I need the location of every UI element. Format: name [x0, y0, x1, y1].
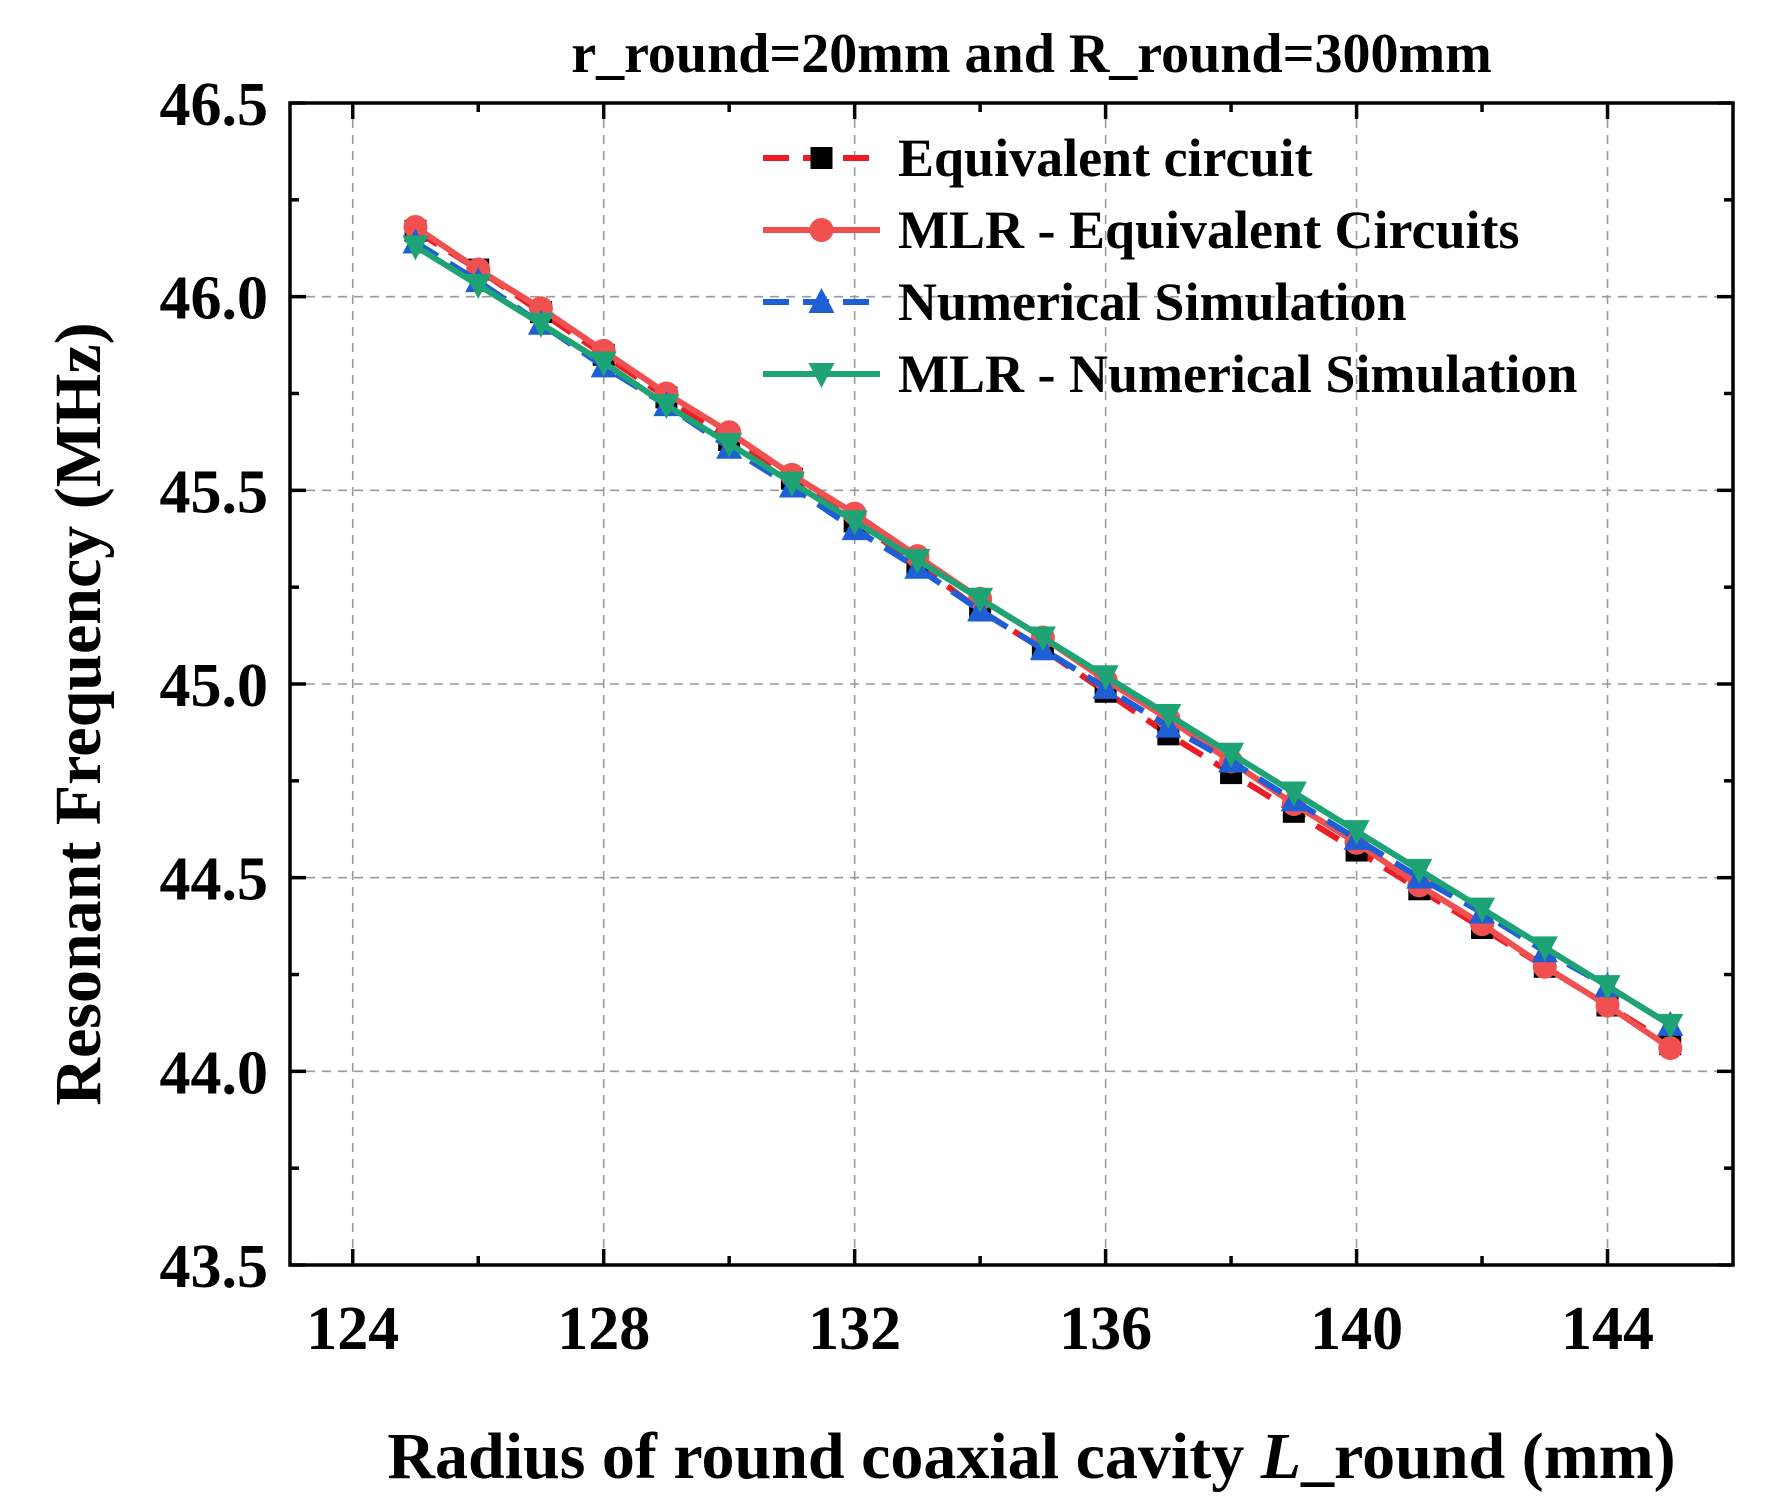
data-point	[527, 312, 554, 338]
data-point	[465, 274, 492, 300]
data-point	[1280, 781, 1307, 807]
x-tick-label: 132	[808, 1295, 901, 1363]
x-tick-label: 124	[306, 1295, 399, 1363]
data-point	[1155, 703, 1182, 729]
data-point	[967, 587, 994, 613]
data-point	[1029, 626, 1056, 652]
y-tick-label: 45.0	[160, 652, 269, 720]
legend-item: Numerical Simulation	[763, 272, 1407, 332]
data-point	[1595, 993, 1620, 1018]
legend-label: MLR - Numerical Simulation	[898, 344, 1577, 404]
x-tick-label: 136	[1059, 1295, 1152, 1363]
data-point	[590, 351, 617, 377]
data-point	[1657, 1013, 1684, 1039]
data-point	[1469, 897, 1496, 923]
data-point	[1658, 1036, 1683, 1061]
chart-title: r_round=20mm and R_round=300mm	[571, 23, 1492, 85]
y-tick-label: 44.0	[160, 1039, 269, 1107]
data-point	[402, 235, 429, 261]
x-axis-label-suffix: _round (mm)	[1300, 1420, 1676, 1493]
data-point	[716, 432, 743, 458]
y-axis-label: Resonant Frequency (MHz)	[42, 322, 115, 1105]
x-axis-label-symbol: L	[1260, 1420, 1301, 1493]
legend: Equivalent circuit MLR - Equivalent Circu…	[763, 128, 1577, 404]
y-tick-label: 46.0	[160, 265, 269, 333]
series-3	[402, 235, 1684, 1039]
y-tick-label: 45.5	[160, 458, 269, 526]
data-point	[778, 471, 805, 497]
data-point	[1406, 858, 1433, 884]
y-tick-label: 46.5	[160, 71, 269, 139]
x-axis-label-text: Radius of round coaxial cavity	[387, 1420, 1260, 1493]
x-axis-label: Radius of round coaxial cavity L_round (…	[387, 1420, 1675, 1493]
data-point	[841, 510, 868, 536]
data-point	[1594, 975, 1621, 1001]
legend-marker	[808, 288, 835, 313]
data-point	[1218, 742, 1245, 768]
data-point	[1531, 936, 1558, 962]
legend-item: MLR - Equivalent Circuits	[763, 200, 1520, 260]
legend-item: MLR - Numerical Simulation	[763, 344, 1577, 404]
grid-lines	[290, 103, 1733, 1265]
x-tick-label: 144	[1561, 1295, 1654, 1363]
x-tick-label: 140	[1310, 1295, 1403, 1363]
legend-label: Numerical Simulation	[898, 272, 1407, 332]
legend-marker	[810, 147, 833, 169]
axis-ticks: 124 128 132 136 140 144 43.5 44.0 44.5 45.0 45.5 46…	[160, 71, 1733, 1363]
y-tick-label: 44.5	[160, 846, 269, 914]
y-tick-label: 43.5	[160, 1233, 269, 1301]
data-point	[1092, 665, 1119, 691]
legend-label: Equivalent circuit	[898, 128, 1313, 188]
data-point	[904, 549, 931, 575]
data-point	[1343, 820, 1370, 846]
legend-item: Equivalent circuit	[763, 128, 1313, 188]
x-tick-label: 128	[557, 1295, 650, 1363]
series-line	[413, 228, 1672, 1047]
data-point	[403, 214, 428, 239]
legend-label: MLR - Equivalent Circuits	[898, 200, 1520, 260]
legend-marker	[809, 218, 834, 242]
data-point	[653, 394, 680, 420]
plot-series	[402, 214, 1684, 1061]
legend-marker	[808, 363, 835, 388]
